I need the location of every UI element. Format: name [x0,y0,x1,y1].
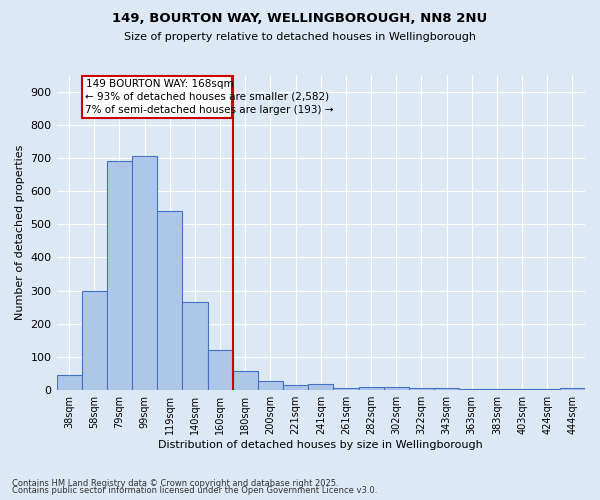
Text: Size of property relative to detached houses in Wellingborough: Size of property relative to detached ho… [124,32,476,42]
Bar [308,384,334,390]
Bar [509,388,535,390]
Bar [182,302,208,390]
Bar [56,374,82,390]
Bar [383,387,409,390]
Text: Contains HM Land Registry data © Crown copyright and database right 2025.: Contains HM Land Registry data © Crown c… [12,478,338,488]
Y-axis label: Number of detached properties: Number of detached properties [15,145,25,320]
Bar [535,389,560,390]
Bar [359,387,383,390]
Bar [208,350,233,390]
Bar [409,388,434,390]
Bar [459,388,484,390]
FancyBboxPatch shape [82,76,232,118]
Bar [484,388,509,390]
Text: ← 93% of detached houses are smaller (2,582): ← 93% of detached houses are smaller (2,… [85,92,329,102]
Text: Contains public sector information licensed under the Open Government Licence v3: Contains public sector information licen… [12,486,377,495]
Bar [107,162,132,390]
Text: 7% of semi-detached houses are larger (193) →: 7% of semi-detached houses are larger (1… [85,104,333,115]
Bar [434,388,459,390]
Bar [132,156,157,390]
Bar [283,385,308,390]
Text: 149 BOURTON WAY: 168sqm: 149 BOURTON WAY: 168sqm [86,80,233,90]
Bar [157,211,182,390]
Text: 149, BOURTON WAY, WELLINGBOROUGH, NN8 2NU: 149, BOURTON WAY, WELLINGBOROUGH, NN8 2N… [112,12,488,26]
Bar [334,388,359,390]
X-axis label: Distribution of detached houses by size in Wellingborough: Distribution of detached houses by size … [158,440,483,450]
Bar [82,290,107,390]
Bar [233,371,258,390]
Bar [560,388,585,390]
Bar [258,381,283,390]
